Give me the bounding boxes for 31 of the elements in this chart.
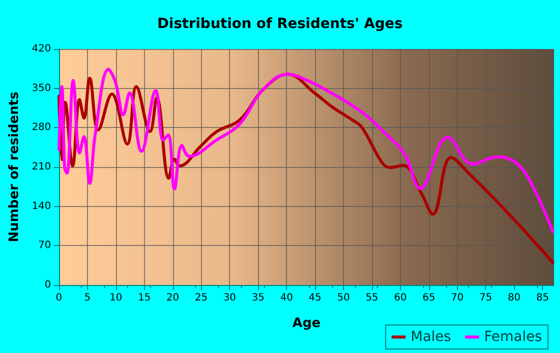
- x-tick-label: 70: [450, 292, 464, 304]
- line-series: [57, 68, 554, 234]
- y-tick-label: 140: [32, 200, 51, 212]
- legend-label: Females: [484, 329, 542, 345]
- x-tick-label: 50: [337, 292, 350, 304]
- x-tick-label: 75: [479, 292, 492, 304]
- x-axis-title: Age: [292, 316, 321, 331]
- x-tick-label: 15: [138, 292, 151, 304]
- y-tick-label: 70: [38, 240, 51, 252]
- y-tick-label: 210: [32, 162, 51, 172]
- x-tick-label: 60: [394, 292, 407, 304]
- legend-label: Males: [410, 329, 452, 345]
- y-axis-title: Number of residents: [7, 91, 22, 242]
- x-tick-label: 5: [84, 292, 91, 304]
- x-tick-label: 45: [308, 292, 322, 304]
- x-tick-label: 30: [223, 292, 236, 304]
- x-tick-label: 40: [280, 292, 293, 304]
- y-tick-label: 350: [32, 82, 51, 94]
- y-tick-label: 0: [44, 280, 51, 290]
- x-tick-label: 85: [536, 292, 549, 304]
- y-tick-label: 420: [32, 44, 51, 54]
- x-tick-label: 10: [110, 292, 122, 304]
- x-tick-label: 0: [56, 292, 62, 304]
- chart-title: Distribution of Residents' Ages: [157, 16, 403, 32]
- x-tick-label: 20: [166, 292, 180, 304]
- x-tick-label: 55: [366, 292, 378, 304]
- x-tick-label: 35: [252, 292, 264, 304]
- x-tick-label: 65: [422, 292, 436, 304]
- x-tick-label: 80: [508, 292, 521, 304]
- x-tick-label: 25: [194, 292, 208, 304]
- y-tick-label: 280: [32, 122, 51, 134]
